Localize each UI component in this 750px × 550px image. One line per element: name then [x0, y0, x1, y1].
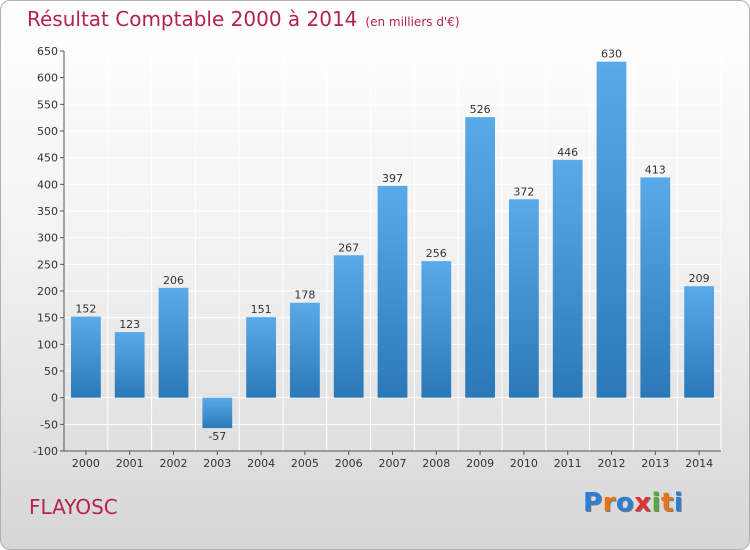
y-tick-label: 250 — [37, 258, 58, 271]
bar — [684, 286, 714, 398]
bar — [596, 61, 627, 398]
city-name: FLAYOSC — [29, 495, 118, 519]
x-tick-label: 2001 — [116, 457, 144, 470]
x-tick-label: 2013 — [641, 457, 669, 470]
chart-subtitle: (en milliers d'€) — [365, 15, 460, 29]
data-label: 209 — [689, 272, 710, 285]
data-label: 178 — [294, 289, 315, 302]
data-label: 526 — [470, 103, 491, 116]
x-tick-label: 2003 — [203, 457, 231, 470]
y-tick-label: 600 — [37, 72, 58, 85]
data-label: 151 — [251, 303, 272, 316]
data-label: -57 — [208, 430, 226, 443]
proxiti-logo[interactable]: Proxiti — [583, 488, 683, 518]
data-label: 206 — [163, 274, 184, 287]
x-tick-label: 2010 — [510, 457, 538, 470]
x-tick-label: 2011 — [554, 457, 582, 470]
x-tick-label: 2014 — [685, 457, 713, 470]
y-tick-label: 300 — [37, 232, 58, 245]
chart-title: Résultat Comptable 2000 à 2014 — [27, 7, 358, 31]
x-tick-label: 2000 — [72, 457, 100, 470]
bar — [333, 255, 364, 398]
logo-letter: o — [615, 488, 635, 518]
logo-letter: x — [634, 488, 652, 518]
y-tick-label: 400 — [37, 178, 58, 191]
title-block: Résultat Comptable 2000 à 2014 (en millie… — [27, 7, 460, 31]
y-tick-label: 50 — [44, 365, 58, 378]
data-label: 413 — [645, 163, 666, 176]
logo-letter: r — [602, 488, 616, 518]
data-label: 256 — [426, 247, 447, 260]
logo-letter: P — [583, 488, 603, 518]
data-label: 267 — [338, 241, 359, 254]
x-tick-label: 2004 — [247, 457, 275, 470]
y-tick-label: -100 — [33, 445, 58, 458]
logo-letter: i — [651, 488, 661, 518]
x-tick-label: 2008 — [422, 457, 450, 470]
label-layer: -100 -50 0 50 100 150 200 250 300 350 400 450 500 550… — [33, 45, 713, 470]
x-tick-label: 2012 — [598, 457, 626, 470]
bar — [640, 177, 671, 398]
x-tick-label: 2007 — [379, 457, 407, 470]
x-tick-label: 2002 — [160, 457, 188, 470]
bar — [421, 261, 452, 398]
data-label: 630 — [601, 48, 622, 61]
bar — [71, 316, 101, 398]
y-tick-label: 450 — [37, 152, 58, 165]
data-label: 123 — [119, 318, 140, 331]
bar — [114, 332, 145, 398]
bar — [465, 117, 495, 398]
y-tick-label: -50 — [40, 418, 58, 431]
y-tick-label: 350 — [37, 205, 58, 218]
data-label: 446 — [557, 146, 578, 159]
bar — [377, 185, 408, 398]
bar — [246, 317, 276, 398]
bar — [509, 199, 539, 398]
y-tick-label: 0 — [51, 392, 58, 405]
y-tick-label: 650 — [37, 45, 58, 58]
y-tick-label: 200 — [37, 285, 58, 298]
bar — [202, 397, 233, 429]
logo-letter: i — [673, 488, 684, 518]
x-tick-label: 2009 — [466, 457, 494, 470]
bar-layer — [71, 61, 714, 429]
bar — [158, 287, 189, 398]
data-label: 152 — [75, 303, 96, 316]
y-tick-label: 500 — [37, 125, 58, 138]
y-tick-label: 100 — [37, 338, 58, 351]
bar — [552, 159, 583, 398]
data-label: 372 — [513, 185, 534, 198]
logo-letter: t — [660, 488, 674, 518]
y-tick-label: 550 — [37, 98, 58, 111]
x-tick-label: 2005 — [291, 457, 319, 470]
bar — [290, 302, 320, 398]
y-tick-label: 150 — [37, 312, 58, 325]
x-tick-label: 2006 — [335, 457, 363, 470]
data-label: 397 — [382, 172, 403, 185]
